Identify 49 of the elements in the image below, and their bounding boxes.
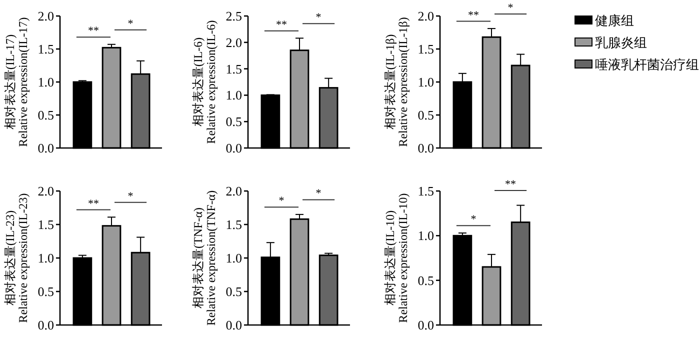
y-tick-label: 0.5 xyxy=(418,108,434,122)
annotation: * xyxy=(316,188,322,200)
y-axis-title: 相对表达量(TNF-α) Relative expression(TNF-α) xyxy=(191,190,218,326)
y-tick-label: 0.5 xyxy=(38,284,54,299)
y-tick-label: 1.5 xyxy=(418,184,434,198)
y-tick-label: 0.0 xyxy=(38,318,54,332)
y-tick-label: 0.5 xyxy=(418,272,434,288)
y-tick-label: 1.0 xyxy=(226,250,242,266)
y-tick-label: 1.5 xyxy=(38,42,54,56)
y-tick-label: 1.5 xyxy=(418,42,434,56)
y-tick-label: 1.0 xyxy=(38,74,54,90)
y-tick-label: 0.0 xyxy=(38,140,54,156)
annotation: * xyxy=(316,12,322,24)
y-tick-label: 1.0 xyxy=(38,250,54,266)
annotation: * xyxy=(278,195,284,208)
legend-label: 健康组 xyxy=(595,13,634,28)
y-tick-label: 0.5 xyxy=(226,114,242,130)
y-axis-title: 相对表达量(IL-1β) Relative expression(IL-1β) xyxy=(383,17,410,147)
y-tick-label: 1.0 xyxy=(418,74,434,90)
y-axis-title: 相对表达量(IL-23) Relative expression(IL-23) xyxy=(3,193,30,323)
annotation: ** xyxy=(276,18,287,31)
y-tick-label: 2.5 xyxy=(226,8,242,24)
legend-label: 唾液乳杆菌治疗组 xyxy=(595,57,699,72)
annotation: * xyxy=(128,18,134,30)
y-tick-label: 2.0 xyxy=(226,184,242,198)
legend-label: 乳腺炎组 xyxy=(595,35,647,50)
y-tick-label: 1.5 xyxy=(226,61,242,76)
y-tick-label: 0.0 xyxy=(226,140,242,156)
annotation: ** xyxy=(88,198,99,210)
y-axis-title: 相对表达量(IL-10) Relative expression(IL-10) xyxy=(383,193,410,323)
y-tick-label: 0.0 xyxy=(418,140,434,156)
y-tick-label: 2.0 xyxy=(38,184,54,198)
y-tick-label: 1.5 xyxy=(226,217,242,232)
y-tick-label: 2.0 xyxy=(226,34,242,50)
annotation: * xyxy=(128,190,134,202)
y-axis-title: 相对表达量(IL-6) Relative expression(IL-6) xyxy=(191,20,218,144)
annotation: ** xyxy=(88,25,99,38)
y-tick-label: 0.5 xyxy=(226,284,242,299)
annotation: ** xyxy=(468,9,479,22)
y-tick-label: 1.0 xyxy=(226,88,242,103)
annotation: * xyxy=(470,214,476,226)
y-tick-label: 0.5 xyxy=(38,108,54,122)
y-tick-label: 2.0 xyxy=(38,8,54,24)
y-tick-label: 0.0 xyxy=(226,318,242,332)
y-axis-title: 相对表达量(IL-17) Relative expression(IL-17) xyxy=(3,17,30,147)
y-tick-label: 0.0 xyxy=(418,318,434,332)
y-tick-label: 2.0 xyxy=(418,8,434,24)
y-tick-label: 1.5 xyxy=(38,217,54,232)
y-tick-label: 1.0 xyxy=(418,228,434,244)
